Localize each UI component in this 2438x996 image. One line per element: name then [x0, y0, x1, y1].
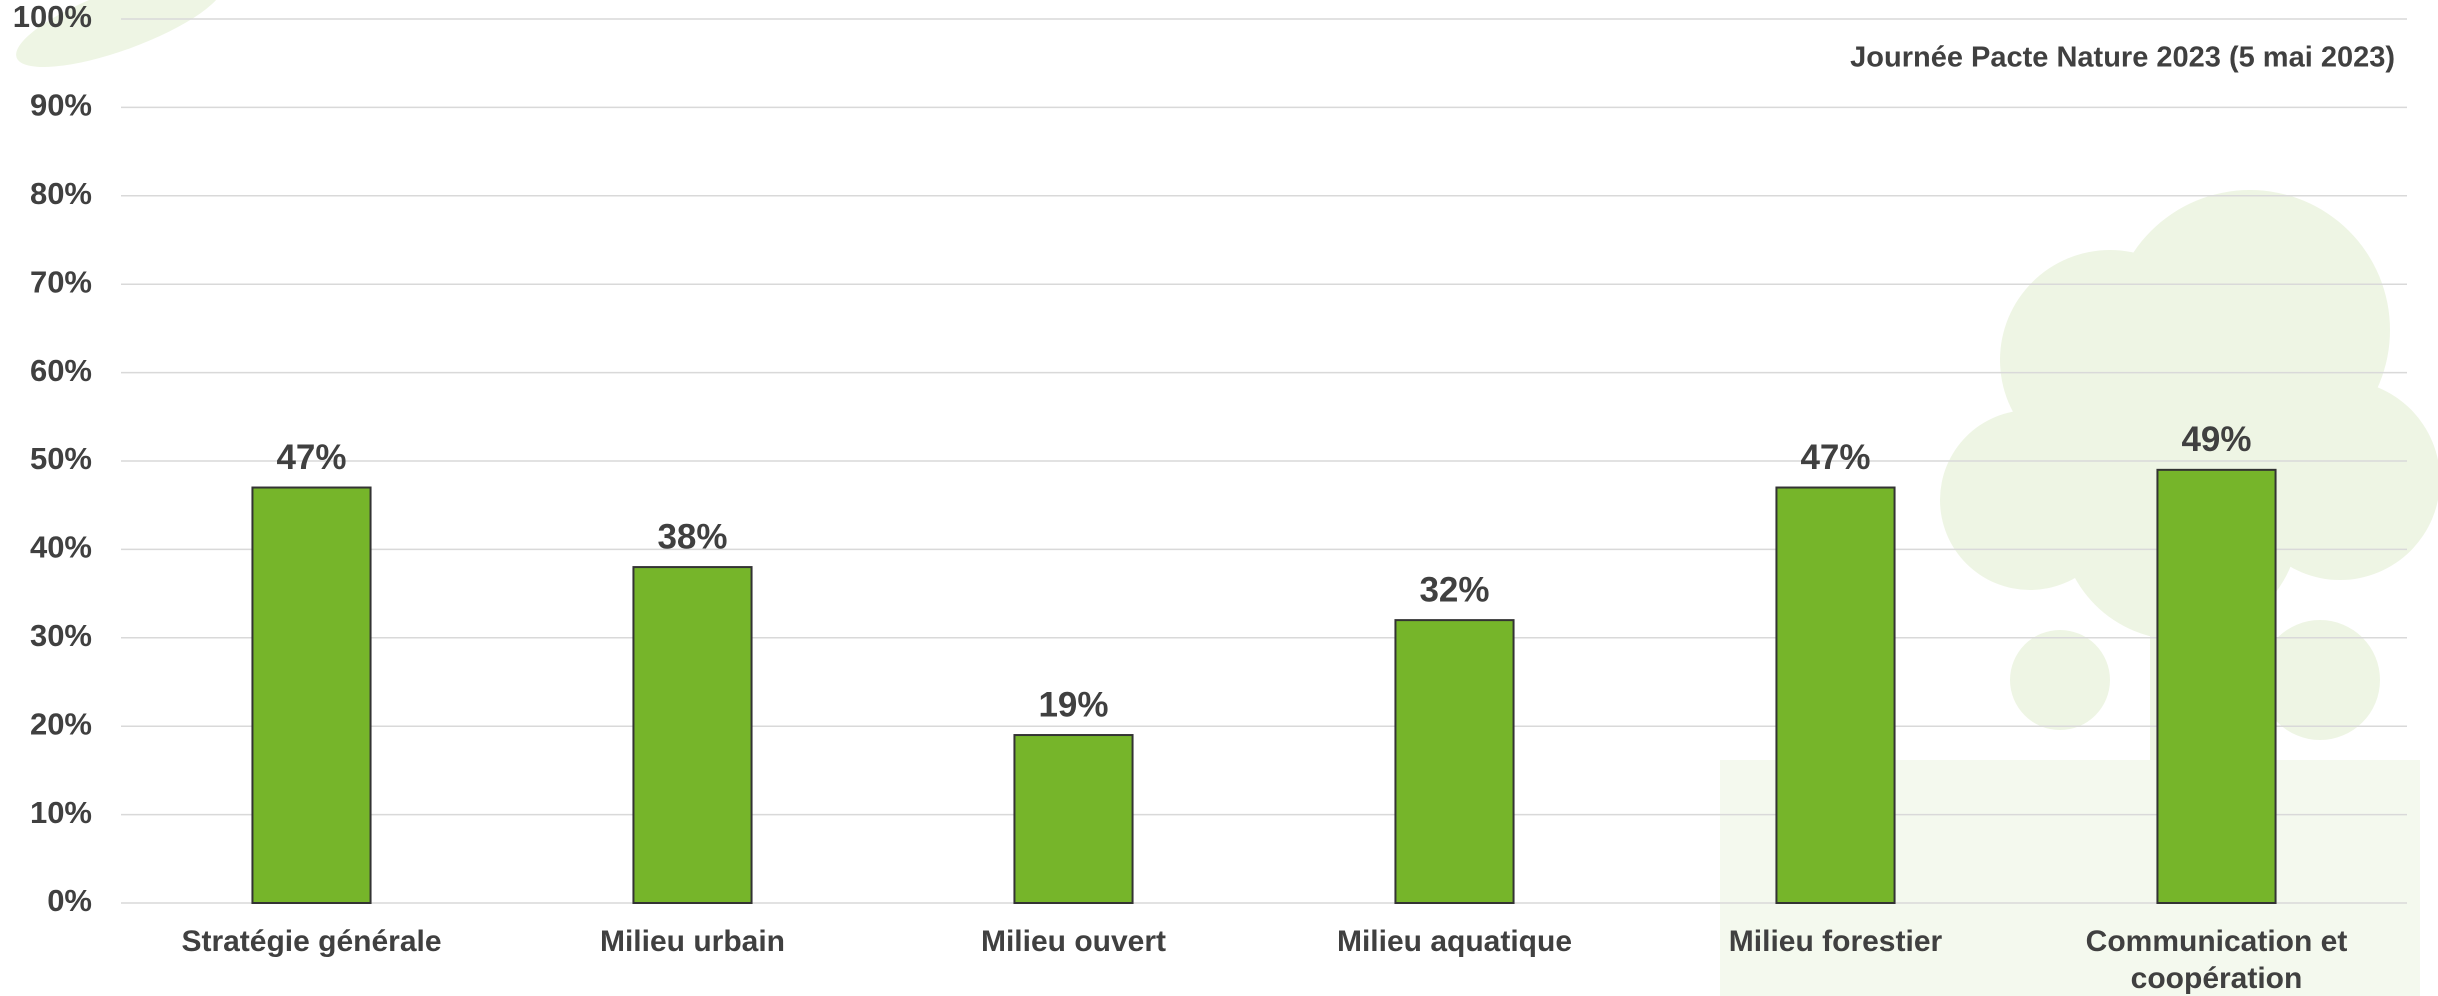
- data-label: 32%: [1419, 570, 1489, 609]
- y-tick-label: 0%: [47, 883, 92, 918]
- y-tick-label: 90%: [30, 88, 92, 123]
- x-tick-label: Milieu ouvert: [981, 925, 1166, 958]
- bar: [2156, 468, 2277, 904]
- y-tick-label: 60%: [30, 353, 92, 388]
- y-tick-label: 10%: [30, 795, 92, 830]
- bar: [1013, 734, 1134, 904]
- bar: [1394, 619, 1515, 904]
- x-tick-label: Communication et coopération: [2086, 925, 2348, 995]
- y-tick-label: 80%: [30, 176, 92, 211]
- y-tick-label: 100%: [13, 0, 92, 34]
- chart-subtitle: Journée Pacte Nature 2023 (5 mai 2023): [1850, 42, 2395, 74]
- y-tick-label: 70%: [30, 264, 92, 299]
- x-tick-label: Milieu forestier: [1729, 925, 1943, 958]
- y-tick-label: 50%: [30, 441, 92, 476]
- x-tick-label: Stratégie générale: [181, 925, 441, 958]
- bar: [632, 566, 753, 905]
- bar: [1775, 486, 1896, 904]
- data-label: 47%: [1800, 438, 1870, 477]
- bar: [251, 486, 372, 904]
- data-label: 19%: [1038, 685, 1108, 724]
- x-tick-label: Milieu aquatique: [1337, 925, 1572, 958]
- x-tick-label: Milieu urbain: [600, 925, 785, 958]
- data-label: 38%: [657, 517, 727, 556]
- data-label: 49%: [2181, 420, 2251, 459]
- data-label: 47%: [276, 438, 346, 477]
- y-tick-label: 20%: [30, 706, 92, 741]
- y-tick-label: 40%: [30, 530, 92, 565]
- y-tick-label: 30%: [30, 618, 92, 653]
